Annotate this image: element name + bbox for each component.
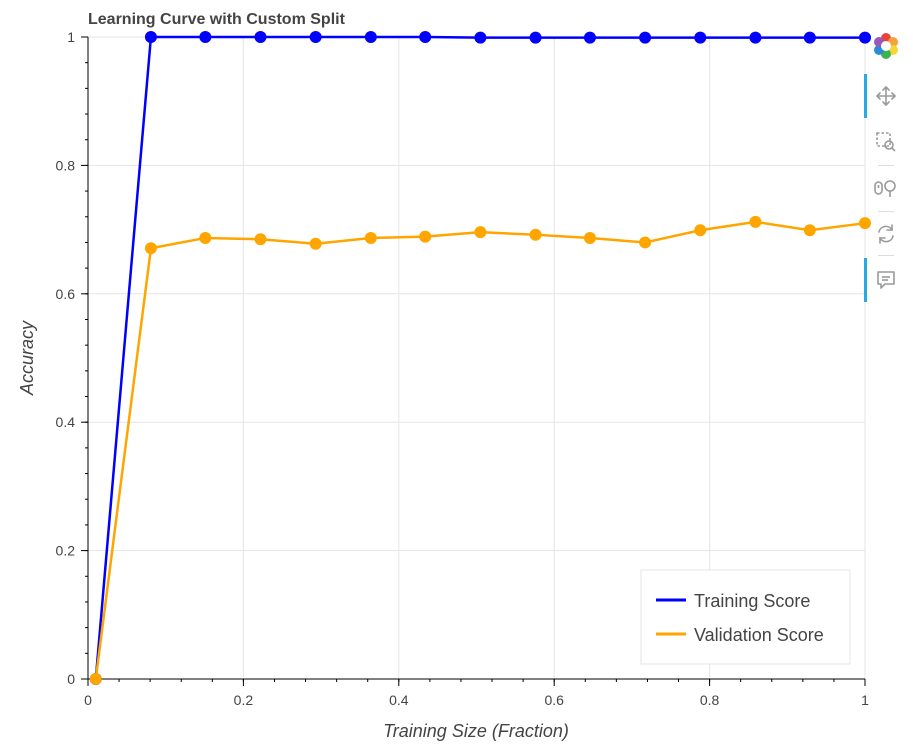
validation-score-point [144,242,157,255]
toolbar-separator [878,165,894,166]
x-tick-label: 1 [861,692,869,708]
validation-score-point [254,233,267,246]
reset-tool-button[interactable] [864,216,908,252]
legend-box [640,569,851,665]
y-tick-label: 0.8 [56,157,76,173]
validation-score-point [749,215,762,228]
y-tick-label: 0.2 [56,543,76,559]
toolbar-separator [878,211,894,212]
legend-label-training: Training Score [694,591,810,611]
training-score-point [144,31,157,43]
training-score-point [639,31,652,44]
x-axis-label: Training Size (Fraction) [383,721,569,741]
x-tick-label: 0.6 [544,692,564,708]
training-score-point [803,31,816,44]
reset-icon [878,224,894,244]
x-tick-label: 0 [84,692,92,708]
hover-icon [877,271,895,289]
validation-score-point [474,226,487,239]
training-score-point [859,31,871,44]
validation-score-point [859,217,871,230]
training-score-point [474,31,487,44]
x-tick-label: 0.8 [700,692,720,708]
y-tick-label: 0.4 [56,414,76,430]
training-score-point [529,31,542,44]
y-tick-label: 0.6 [56,286,76,302]
box-zoom-icon [876,132,896,152]
legend-label-validation: Validation Score [694,625,824,645]
legend: Training Score Validation Score [640,569,851,665]
chart-title: Learning Curve with Custom Split [88,11,346,28]
validation-score-point [639,236,652,249]
validation-score-point [309,237,322,250]
pan-icon [876,86,896,106]
y-tick-label: 1 [67,29,75,45]
training-score-point [749,31,762,44]
validation-score-point [583,231,596,244]
training-score-point [309,31,322,43]
toolbar [864,28,908,318]
validation-score-point [419,230,432,243]
validation-score-point [803,224,816,237]
validation-score-point [694,224,707,237]
hover-tool-button[interactable] [864,258,908,302]
bokeh-logo-icon[interactable] [864,28,908,64]
toolbar-separator [878,255,894,256]
training-score-point [254,31,267,43]
y-axis-label: Accuracy [17,320,37,396]
pan-tool-button[interactable] [864,74,908,118]
box-zoom-tool-button[interactable] [864,124,908,160]
training-score-point [199,31,212,43]
validation-score-point [529,228,542,241]
validation-score-point [199,231,212,244]
training-score-point [419,31,432,43]
axes: 0 0.2 0.4 0.6 0.8 1 0 0.2 0.4 0.6 0.8 1 [56,29,870,708]
training-score-point [364,31,377,43]
x-tick-label: 0.4 [389,692,409,708]
training-score-point [583,31,596,44]
training-score-point [694,31,707,44]
wheel-zoom-icon [874,180,896,197]
x-tick-label: 0.2 [234,692,254,708]
validation-score-point [89,673,102,685]
wheel-zoom-tool-button[interactable] [864,170,908,206]
validation-score-point [364,231,377,244]
series-layer [89,31,871,685]
y-tick-label: 0 [67,671,75,687]
